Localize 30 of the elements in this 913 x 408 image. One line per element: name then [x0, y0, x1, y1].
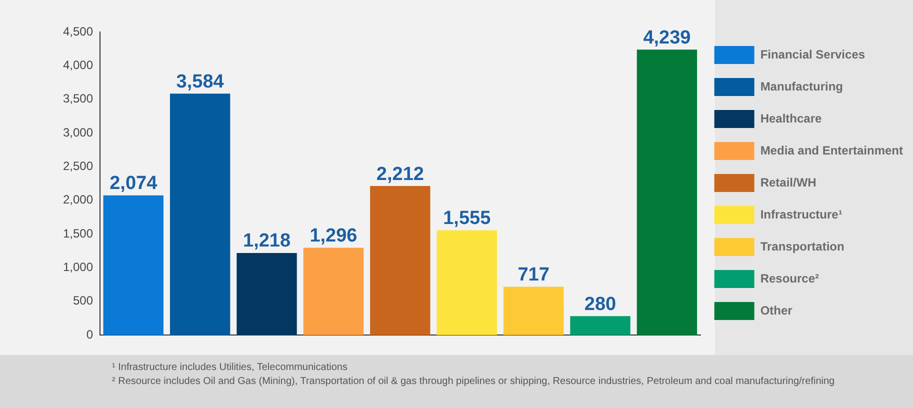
data-label: 280	[584, 294, 616, 315]
y-tick-label: 2,500	[63, 158, 94, 173]
text: ² Resource includes Oil and Gas (Mining), Transportation of oil & gas through pipelines or shipping, Resource industries, Petroleum and coal manufacturing/refining	[112, 376, 836, 388]
legend-label: Healthcare	[760, 111, 822, 126]
data-label: 717	[518, 264, 550, 286]
legend-label: Transportation	[760, 239, 844, 254]
legend-label: Retail/WH	[760, 175, 816, 190]
y-tick-label: 3,000	[63, 125, 94, 140]
y-tick-label: 4,000	[63, 58, 94, 72]
data-label: 4,239	[643, 27, 691, 48]
legend-label: Infrastructure¹	[760, 207, 842, 222]
data-label: 1,296	[310, 225, 358, 246]
y-tick-label: 4,500	[63, 24, 94, 38]
legend-label: Manufacturing	[760, 79, 843, 94]
y-tick-label: 1,000	[63, 260, 94, 274]
legend-label: Other	[760, 303, 793, 318]
y-tick-label: 2,000	[63, 192, 94, 207]
text: ¹ Infrastructure includes Utilities, Telecommunications	[112, 362, 348, 374]
legend-label: Resource²	[760, 271, 820, 286]
y-tick-label: 500	[73, 294, 94, 308]
data-label: 1,218	[243, 230, 291, 252]
y-tick-label: 0	[86, 327, 94, 342]
y-tick-label: 1,500	[63, 226, 94, 240]
data-label: 2,074	[110, 173, 158, 194]
data-label: 1,555	[443, 208, 492, 230]
data-label: 2,212	[376, 164, 424, 185]
legend-label: Financial Services	[760, 47, 866, 62]
legend-label: Media and Entertainment	[760, 143, 904, 158]
data-label: 3,584	[176, 71, 224, 92]
y-tick-label: 3,500	[63, 92, 94, 106]
